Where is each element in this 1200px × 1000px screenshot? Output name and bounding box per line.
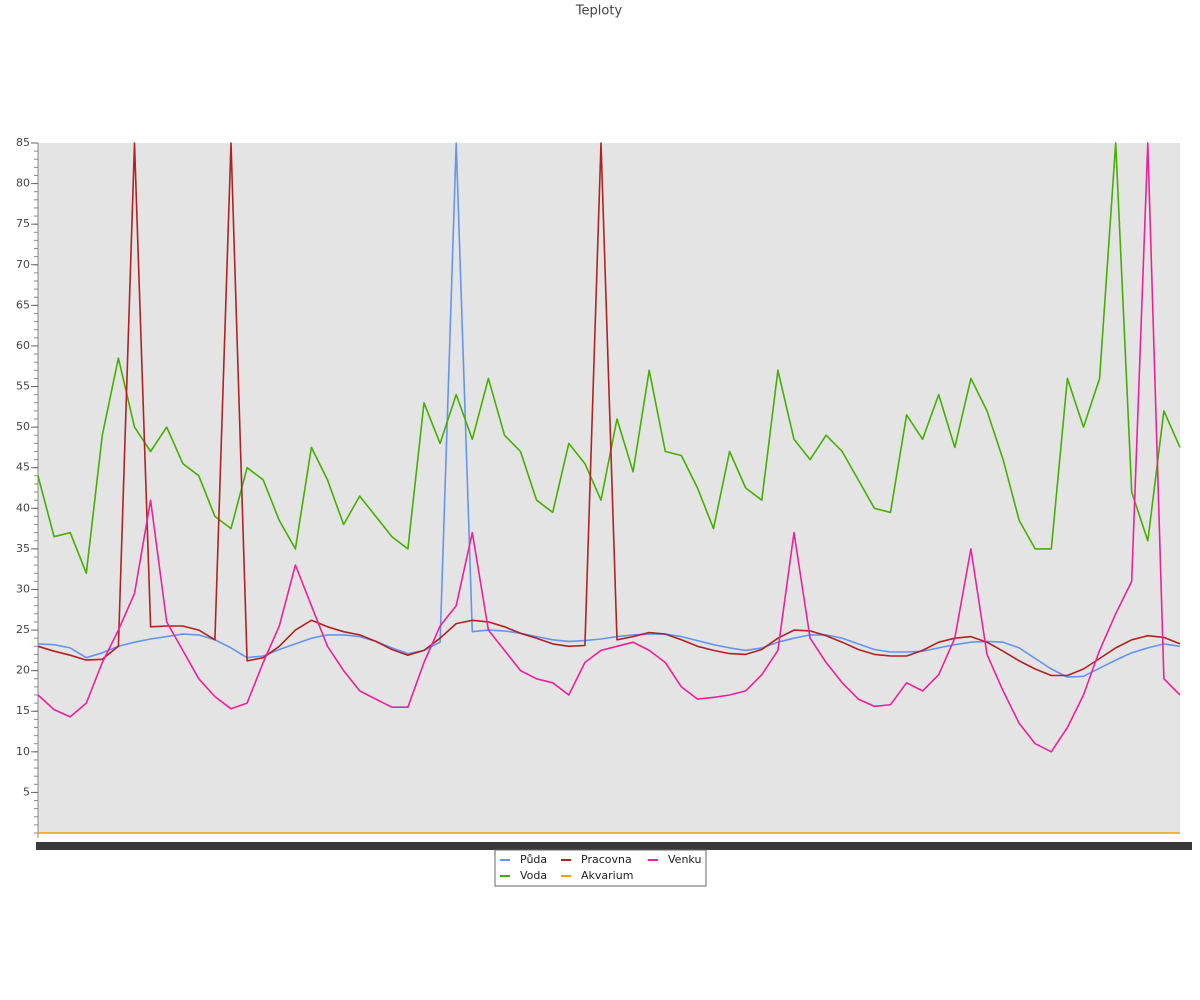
y-tick-label: 85 xyxy=(16,136,30,149)
legend xyxy=(494,849,707,887)
legend-label: Půda xyxy=(520,853,547,866)
series-line xyxy=(37,142,1181,678)
legend-label: Voda xyxy=(520,869,547,882)
legend-label: Pracovna xyxy=(581,853,632,866)
series-line xyxy=(37,142,1181,753)
legend-label: Venku xyxy=(668,853,701,866)
x-axis-labels-band xyxy=(36,842,1192,850)
y-tick-label: 80 xyxy=(16,177,30,190)
y-tick-label: 20 xyxy=(16,664,30,677)
y-tick-label: 15 xyxy=(16,704,30,717)
y-tick-label: 25 xyxy=(16,623,30,636)
series-line xyxy=(37,142,1181,677)
y-tick-label: 30 xyxy=(16,582,30,595)
y-tick-label: 45 xyxy=(16,461,30,474)
y-tick-label: 60 xyxy=(16,339,30,352)
y-tick-label: 5 xyxy=(23,785,30,798)
y-tick-label: 50 xyxy=(16,420,30,433)
legend-label: Akvarium xyxy=(581,869,633,882)
plot-area xyxy=(38,143,1180,833)
chart-title: Teploty xyxy=(575,4,623,19)
y-tick-label: 35 xyxy=(16,542,30,555)
y-tick-label: 65 xyxy=(16,298,30,311)
y-tick-label: 75 xyxy=(16,217,30,230)
y-tick-label: 40 xyxy=(16,501,30,514)
y-tick-label: 70 xyxy=(16,258,30,271)
series-line xyxy=(37,142,1181,574)
y-tick-label: 10 xyxy=(16,745,30,758)
y-tick-label: 55 xyxy=(16,380,30,393)
